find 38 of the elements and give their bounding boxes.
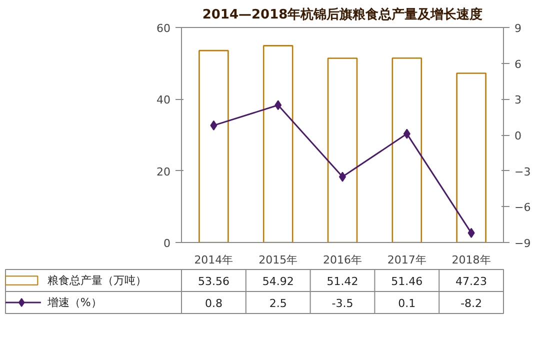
y-tick-label: 60	[156, 22, 171, 35]
data-label: -3.5	[332, 297, 354, 310]
legend-label: 粮食总产量（万吨）	[47, 274, 146, 287]
y2-tick-label: −6	[514, 201, 531, 214]
point	[210, 120, 218, 130]
y2-tick-label: 0	[514, 130, 522, 142]
point	[403, 128, 410, 139]
data-label: 51.46	[391, 275, 423, 288]
data-label: 47.23	[456, 275, 488, 288]
data-label: 54.92	[262, 275, 294, 288]
y-tick-label: 20	[156, 165, 171, 178]
data-label: 0.8	[204, 297, 222, 310]
y-tick-label: 40	[156, 94, 171, 107]
y-tick-label: 0	[164, 237, 170, 250]
bar	[198, 50, 229, 242]
point	[274, 100, 282, 110]
data-label: -8.2	[460, 297, 482, 310]
chart-title: 2014—2018年杭锦后旗粮食总产量及增长速度	[202, 6, 483, 22]
y2-tick-label: −9	[514, 237, 531, 250]
data-label: 51.42	[326, 275, 358, 288]
bar	[262, 45, 294, 242]
x-tick-label: 2017年	[387, 254, 426, 266]
x-tick-label: 2018年	[452, 254, 491, 266]
data-label: 2.5	[269, 297, 287, 310]
y2-tick-label: 9	[514, 22, 522, 35]
x-tick-label: 2016年	[323, 254, 362, 266]
y2-tick-label: 6	[514, 58, 522, 71]
bar	[392, 57, 422, 242]
data-label: 53.56	[198, 275, 230, 288]
bar	[456, 72, 486, 242]
point	[468, 228, 475, 238]
data-label: 0.1	[398, 297, 416, 310]
bar	[327, 58, 358, 242]
x-tick-label: 2014年	[194, 254, 234, 266]
x-tick-label: 2015年	[258, 254, 298, 266]
y2-tick-label: −3	[514, 165, 531, 178]
legend-label: 增速（%）	[46, 296, 102, 309]
y2-tick-label: 3	[514, 94, 522, 107]
